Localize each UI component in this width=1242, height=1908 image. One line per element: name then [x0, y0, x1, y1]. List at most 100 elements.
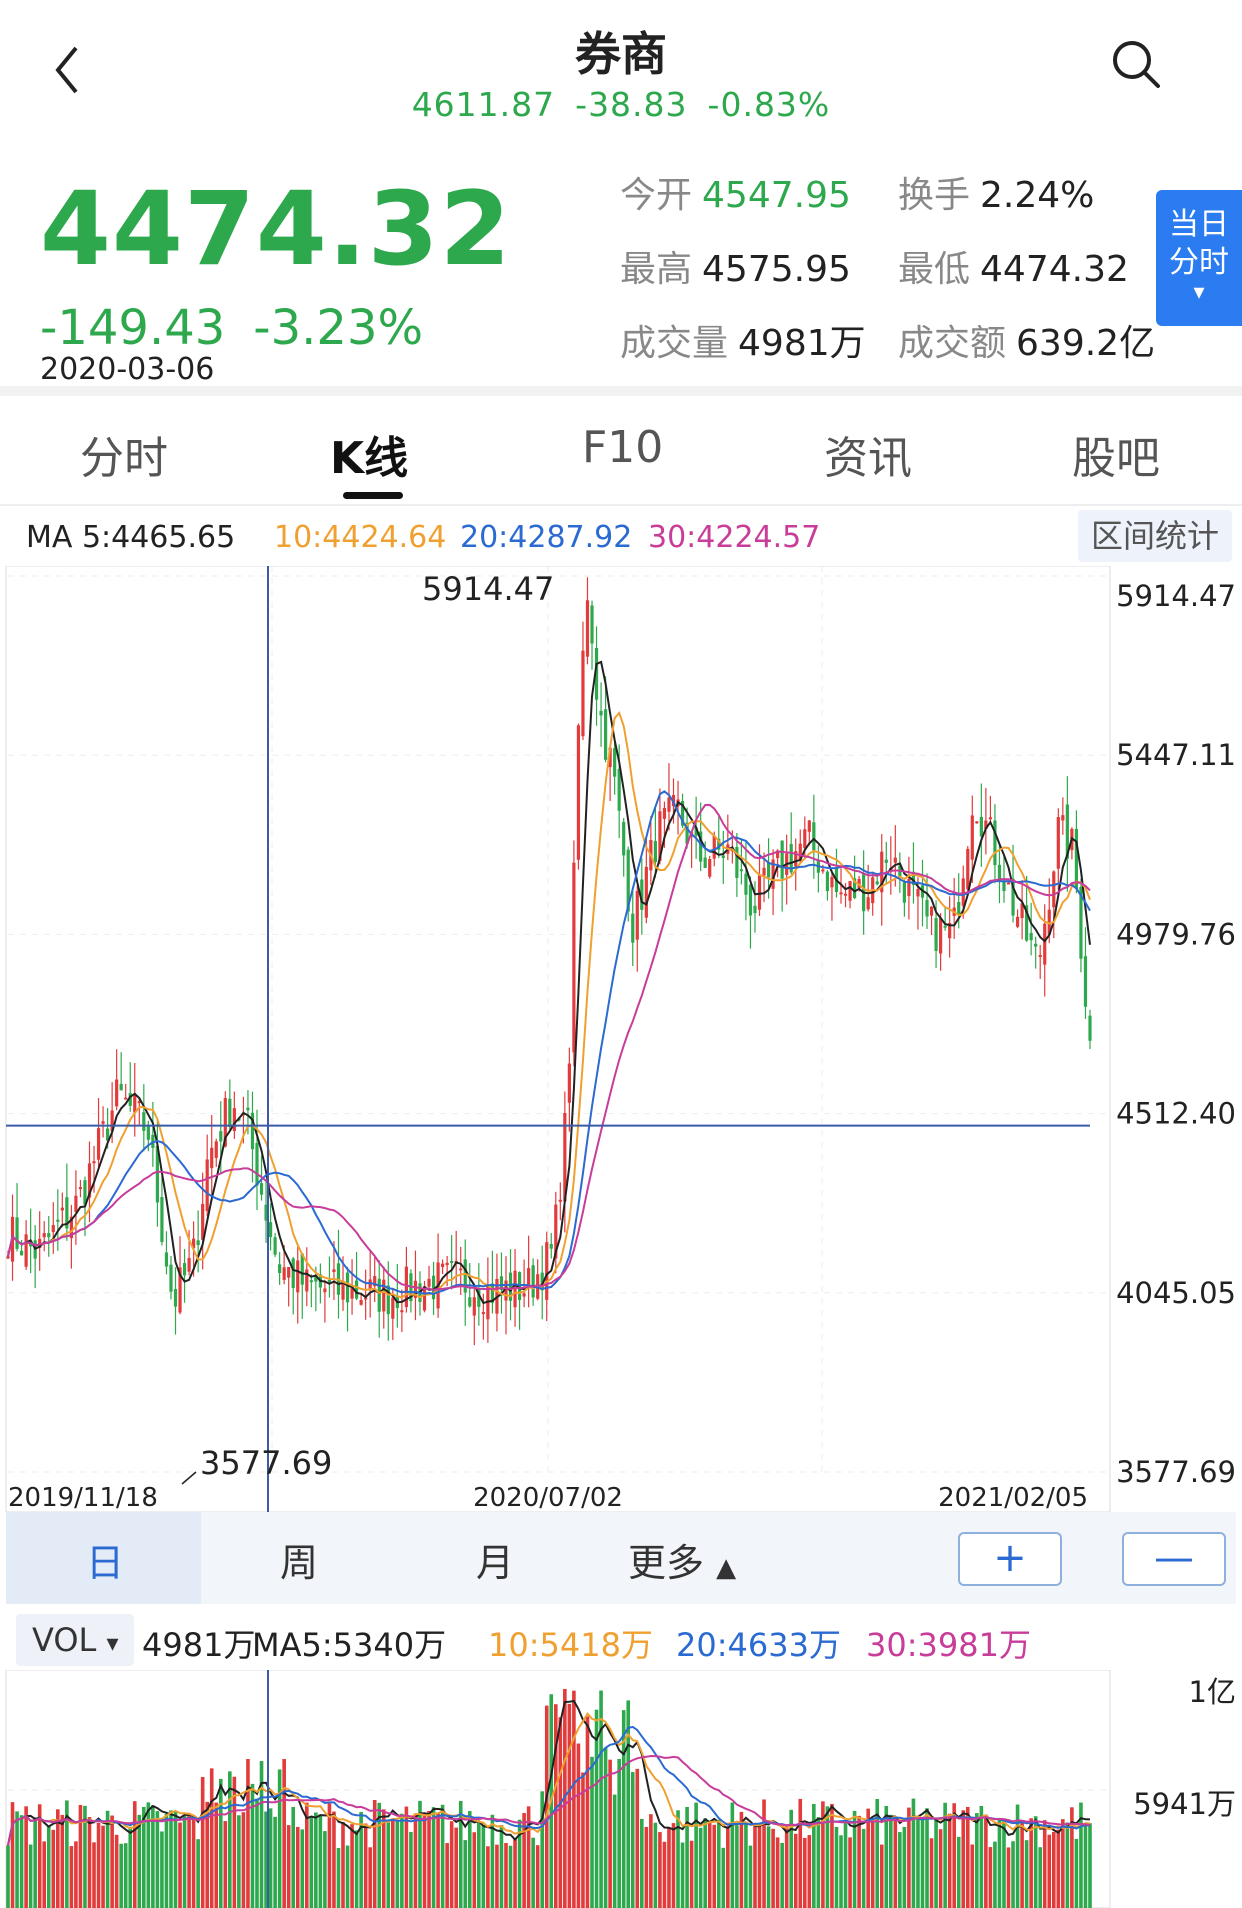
candle-body — [173, 1288, 178, 1307]
kline-chart[interactable]: 5914.47 5447.11 4979.76 4512.40 4045.05 3577.… — [0, 566, 1242, 1512]
volume-bar — [1024, 1840, 1029, 1908]
candle-body — [327, 1279, 332, 1282]
volume-chart[interactable]: 1亿 5941万 — [0, 1670, 1242, 1908]
chevron-down-icon: ▾ — [1193, 280, 1205, 305]
volume-bar — [137, 1814, 142, 1908]
volume-bar — [46, 1825, 51, 1908]
volume-bar — [730, 1802, 735, 1908]
volume-bar — [164, 1813, 169, 1908]
volume-bar — [395, 1821, 400, 1908]
tab-f10[interactable]: F10 — [582, 422, 664, 473]
volume-bar — [499, 1825, 504, 1908]
change-pct: -3.23% — [253, 300, 424, 356]
candle-body — [364, 1297, 368, 1300]
candle-body — [459, 1268, 463, 1271]
candle-body — [567, 1063, 571, 1103]
candle-body — [264, 1204, 268, 1221]
period-week[interactable]: 周 — [280, 1541, 319, 1585]
volume-bar — [1083, 1825, 1088, 1908]
tab-forum[interactable]: 股吧 — [1072, 433, 1160, 484]
candle-body — [902, 882, 906, 903]
tab-intraday[interactable]: 分时 — [80, 433, 168, 484]
tab-news[interactable]: 资讯 — [824, 433, 912, 484]
candle-body — [635, 890, 639, 940]
volume-bar — [993, 1841, 997, 1908]
candle-body — [128, 1093, 132, 1106]
volume-bar — [1011, 1841, 1015, 1908]
volume-bar — [830, 1803, 834, 1908]
volume-bar — [893, 1817, 898, 1908]
candle-body — [576, 725, 581, 860]
candle-body — [377, 1278, 381, 1312]
range-stats-button[interactable]: 区间统计 — [1078, 510, 1232, 562]
candle-body — [468, 1297, 472, 1307]
period-day[interactable]: 日 — [86, 1541, 125, 1585]
volume-bar — [902, 1826, 907, 1908]
volume-bar — [78, 1805, 83, 1908]
candle-body — [101, 1121, 105, 1124]
intraday-button[interactable]: 当日 分时 ▾ — [1156, 190, 1242, 326]
candle-body — [445, 1262, 449, 1266]
volume-bar — [128, 1826, 133, 1908]
y-axis-label: 4979.76 — [1116, 917, 1236, 951]
candle-body — [780, 840, 784, 879]
volume-bar — [246, 1759, 250, 1908]
vol-indicator-select[interactable]: VOL ▾ — [16, 1614, 134, 1666]
volume-bar — [825, 1806, 830, 1908]
volume-bar — [563, 1688, 567, 1908]
volume-bar — [866, 1808, 870, 1908]
volume-bar — [802, 1837, 807, 1908]
volume-bar — [318, 1814, 323, 1908]
current-price: 4474.32 — [40, 170, 512, 289]
tab-kline[interactable]: K线 — [330, 433, 409, 484]
candle-body — [893, 857, 897, 863]
candle-body — [776, 850, 780, 859]
zoom-out-button[interactable]: — — [1122, 1532, 1226, 1586]
volume-bar — [427, 1810, 431, 1908]
candle-body — [934, 918, 938, 951]
volume-bar — [304, 1802, 309, 1908]
candle-body — [477, 1288, 481, 1307]
candle-body — [662, 807, 667, 819]
divider — [0, 386, 1242, 396]
volume-bar — [1033, 1816, 1038, 1908]
volume-bar — [1074, 1838, 1079, 1908]
volume-bar — [961, 1810, 966, 1908]
candle-body — [721, 855, 725, 858]
candle-body — [1011, 878, 1015, 916]
period-month[interactable]: 月 — [476, 1541, 515, 1585]
volume-bar — [735, 1825, 739, 1908]
chevron-down-icon: ▾ — [106, 1629, 119, 1657]
volume-bar — [413, 1813, 418, 1908]
volume-bar — [422, 1812, 427, 1908]
volume-bar — [60, 1814, 65, 1908]
volume-bar — [250, 1783, 255, 1908]
volume-bar — [132, 1801, 137, 1908]
y-axis-label: 1亿 — [1189, 1675, 1236, 1709]
search-icon[interactable] — [1110, 38, 1164, 92]
volume-bar — [997, 1820, 1002, 1908]
price-change: -149.43 -3.23% — [40, 300, 451, 356]
volume-bar — [295, 1826, 300, 1908]
period-more[interactable]: 更多 ▲ — [628, 1541, 737, 1585]
candle-body — [278, 1264, 282, 1274]
volume-bar — [196, 1839, 200, 1908]
volume-bar — [123, 1843, 128, 1908]
ma20-label: 20:4287.92 — [460, 520, 633, 555]
volume-bar — [585, 1716, 590, 1908]
candle-body — [413, 1280, 418, 1298]
candle-body — [993, 820, 997, 866]
candle-body — [1043, 923, 1047, 965]
candle-body — [382, 1279, 386, 1312]
volume-bar — [567, 1703, 572, 1908]
candle-body — [771, 859, 775, 889]
chart-frame — [5, 1670, 1111, 1908]
zoom-in-button[interactable]: + — [958, 1532, 1062, 1586]
volume-bar — [594, 1709, 599, 1908]
volume-bar — [979, 1805, 984, 1908]
volume-bar — [739, 1811, 744, 1908]
candle-body — [812, 822, 816, 851]
candle-body — [124, 1097, 128, 1100]
candle-body — [192, 1238, 196, 1249]
back-icon[interactable] — [48, 40, 88, 100]
